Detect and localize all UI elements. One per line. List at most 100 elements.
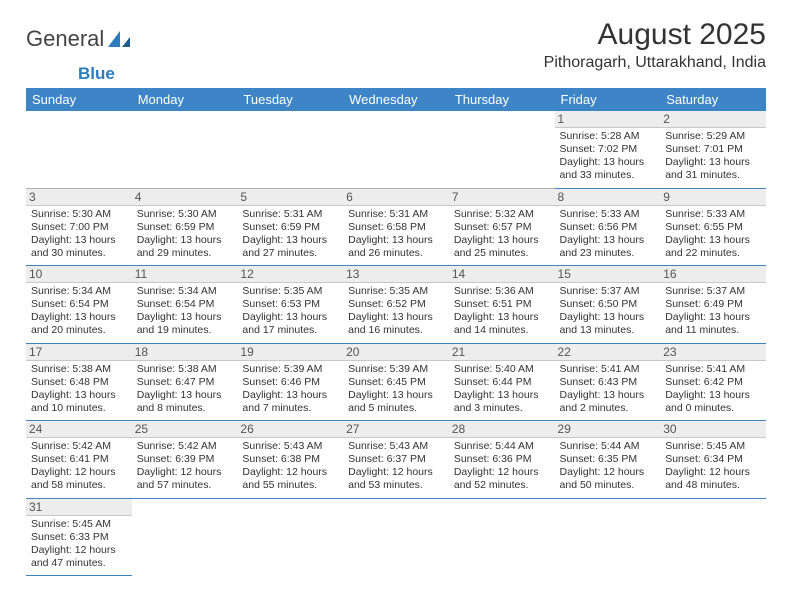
day-cell: 13 Sunrise: 5:35 AMSunset: 6:52 PMDayligh… [343, 266, 449, 344]
day-info: Sunrise: 5:28 AMSunset: 7:02 PMDaylight:… [560, 130, 656, 183]
empty-cell [449, 498, 555, 576]
weekday-header: Sunday [26, 88, 132, 111]
day-number: 16 [660, 266, 766, 283]
calendar-row: 31 Sunrise: 5:45 AMSunset: 6:33 PMDayligh… [26, 498, 766, 576]
sail-icon [106, 29, 132, 49]
day-info: Sunrise: 5:42 AMSunset: 6:39 PMDaylight:… [137, 440, 233, 493]
day-number: 6 [343, 189, 449, 206]
day-info: Sunrise: 5:33 AMSunset: 6:55 PMDaylight:… [665, 208, 761, 261]
day-number: 19 [237, 344, 343, 361]
month-title: August 2025 [544, 18, 766, 52]
day-info: Sunrise: 5:34 AMSunset: 6:54 PMDaylight:… [137, 285, 233, 338]
day-info: Sunrise: 5:42 AMSunset: 6:41 PMDaylight:… [31, 440, 127, 493]
day-info: Sunrise: 5:44 AMSunset: 6:36 PMDaylight:… [454, 440, 550, 493]
day-info: Sunrise: 5:31 AMSunset: 6:59 PMDaylight:… [242, 208, 338, 261]
day-info: Sunrise: 5:35 AMSunset: 6:53 PMDaylight:… [242, 285, 338, 338]
day-cell: 25 Sunrise: 5:42 AMSunset: 6:39 PMDayligh… [132, 421, 238, 499]
empty-cell [449, 111, 555, 188]
calendar-row: 10 Sunrise: 5:34 AMSunset: 6:54 PMDayligh… [26, 266, 766, 344]
day-info: Sunrise: 5:35 AMSunset: 6:52 PMDaylight:… [348, 285, 444, 338]
brand-part2: Blue [78, 64, 792, 84]
brand-logo: General [26, 18, 132, 52]
day-number: 3 [26, 189, 132, 206]
brand-part1: General [26, 26, 104, 52]
day-cell: 31 Sunrise: 5:45 AMSunset: 6:33 PMDayligh… [26, 498, 132, 576]
weekday-header: Thursday [449, 88, 555, 111]
day-info: Sunrise: 5:37 AMSunset: 6:49 PMDaylight:… [665, 285, 761, 338]
day-number: 5 [237, 189, 343, 206]
day-cell: 9Sunrise: 5:33 AMSunset: 6:55 PMDaylight… [660, 188, 766, 266]
day-info: Sunrise: 5:30 AMSunset: 6:59 PMDaylight:… [137, 208, 233, 261]
day-number: 29 [555, 421, 661, 438]
day-number: 31 [26, 499, 132, 516]
day-cell: 12 Sunrise: 5:35 AMSunset: 6:53 PMDayligh… [237, 266, 343, 344]
day-cell: 11 Sunrise: 5:34 AMSunset: 6:54 PMDayligh… [132, 266, 238, 344]
day-cell: 29Sunrise: 5:44 AMSunset: 6:35 PMDayligh… [555, 421, 661, 499]
calendar-row: 1 Sunrise: 5:28 AMSunset: 7:02 PMDaylight… [26, 111, 766, 188]
day-cell: 1 Sunrise: 5:28 AMSunset: 7:02 PMDaylight… [555, 111, 661, 188]
day-number: 12 [237, 266, 343, 283]
day-info: Sunrise: 5:45 AMSunset: 6:34 PMDaylight:… [665, 440, 761, 493]
day-cell: 22 Sunrise: 5:41 AMSunset: 6:43 PMDayligh… [555, 343, 661, 421]
day-number: 23 [660, 344, 766, 361]
weekday-header: Wednesday [343, 88, 449, 111]
empty-cell [237, 111, 343, 188]
day-info: Sunrise: 5:34 AMSunset: 6:54 PMDaylight:… [31, 285, 127, 338]
day-number: 10 [26, 266, 132, 283]
day-number: 15 [555, 266, 661, 283]
calendar-row: 24 Sunrise: 5:42 AMSunset: 6:41 PMDayligh… [26, 421, 766, 499]
day-info: Sunrise: 5:40 AMSunset: 6:44 PMDaylight:… [454, 363, 550, 416]
day-cell: 30Sunrise: 5:45 AMSunset: 6:34 PMDayligh… [660, 421, 766, 499]
day-info: Sunrise: 5:38 AMSunset: 6:48 PMDaylight:… [31, 363, 127, 416]
empty-cell [660, 498, 766, 576]
empty-cell [26, 111, 132, 188]
day-info: Sunrise: 5:32 AMSunset: 6:57 PMDaylight:… [454, 208, 550, 261]
day-number: 21 [449, 344, 555, 361]
day-cell: 5 Sunrise: 5:31 AMSunset: 6:59 PMDaylight… [237, 188, 343, 266]
day-cell: 21 Sunrise: 5:40 AMSunset: 6:44 PMDayligh… [449, 343, 555, 421]
day-number: 2 [660, 111, 766, 128]
day-number: 4 [132, 189, 238, 206]
day-number: 25 [132, 421, 238, 438]
day-info: Sunrise: 5:41 AMSunset: 6:43 PMDaylight:… [560, 363, 656, 416]
day-number: 1 [555, 111, 661, 128]
weekday-header: Friday [555, 88, 661, 111]
day-cell: 10 Sunrise: 5:34 AMSunset: 6:54 PMDayligh… [26, 266, 132, 344]
day-number: 11 [132, 266, 238, 283]
day-cell: 24 Sunrise: 5:42 AMSunset: 6:41 PMDayligh… [26, 421, 132, 499]
day-info: Sunrise: 5:43 AMSunset: 6:37 PMDaylight:… [348, 440, 444, 493]
day-info: Sunrise: 5:33 AMSunset: 6:56 PMDaylight:… [560, 208, 656, 261]
day-info: Sunrise: 5:41 AMSunset: 6:42 PMDaylight:… [665, 363, 761, 416]
day-info: Sunrise: 5:43 AMSunset: 6:38 PMDaylight:… [242, 440, 338, 493]
day-number: 7 [449, 189, 555, 206]
day-cell: 2Sunrise: 5:29 AMSunset: 7:01 PMDaylight… [660, 111, 766, 188]
day-number: 13 [343, 266, 449, 283]
calendar-table: SundayMondayTuesdayWednesdayThursdayFrid… [26, 88, 766, 576]
day-cell: 7 Sunrise: 5:32 AMSunset: 6:57 PMDaylight… [449, 188, 555, 266]
weekday-header: Monday [132, 88, 238, 111]
day-cell: 14 Sunrise: 5:36 AMSunset: 6:51 PMDayligh… [449, 266, 555, 344]
day-number: 18 [132, 344, 238, 361]
day-cell: 20Sunrise: 5:39 AMSunset: 6:45 PMDayligh… [343, 343, 449, 421]
day-number: 27 [343, 421, 449, 438]
day-number: 8 [555, 189, 661, 206]
day-number: 20 [343, 344, 449, 361]
day-info: Sunrise: 5:45 AMSunset: 6:33 PMDaylight:… [31, 518, 127, 571]
weekday-header: Tuesday [237, 88, 343, 111]
day-cell: 23 Sunrise: 5:41 AMSunset: 6:42 PMDayligh… [660, 343, 766, 421]
empty-cell [343, 498, 449, 576]
day-cell: 4 Sunrise: 5:30 AMSunset: 6:59 PMDaylight… [132, 188, 238, 266]
empty-cell [343, 111, 449, 188]
day-number: 24 [26, 421, 132, 438]
weekday-header: Saturday [660, 88, 766, 111]
day-info: Sunrise: 5:36 AMSunset: 6:51 PMDaylight:… [454, 285, 550, 338]
day-number: 22 [555, 344, 661, 361]
day-cell: 8 Sunrise: 5:33 AMSunset: 6:56 PMDaylight… [555, 188, 661, 266]
day-number: 26 [237, 421, 343, 438]
calendar-body: 1 Sunrise: 5:28 AMSunset: 7:02 PMDaylight… [26, 111, 766, 576]
day-info: Sunrise: 5:31 AMSunset: 6:58 PMDaylight:… [348, 208, 444, 261]
day-cell: 16 Sunrise: 5:37 AMSunset: 6:49 PMDayligh… [660, 266, 766, 344]
empty-cell [555, 498, 661, 576]
day-number: 14 [449, 266, 555, 283]
day-number: 28 [449, 421, 555, 438]
